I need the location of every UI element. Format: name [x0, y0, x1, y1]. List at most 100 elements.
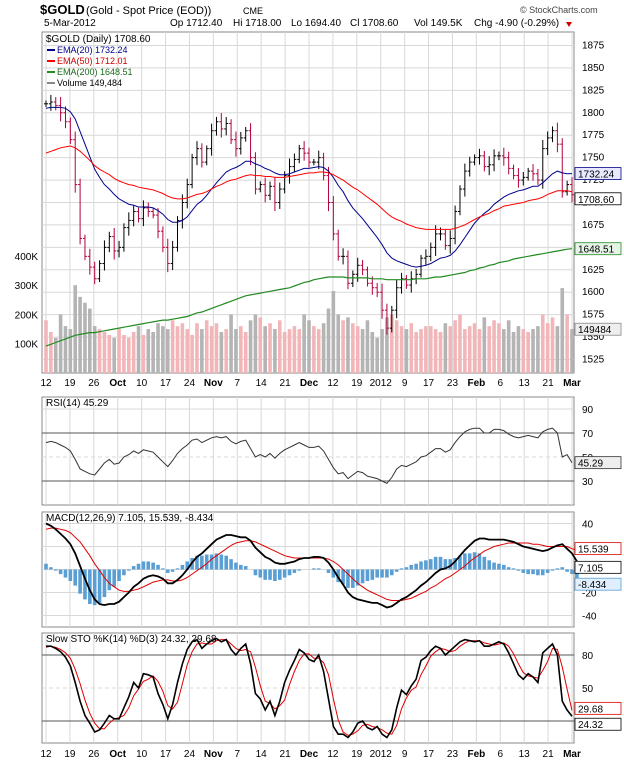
macd-histogram-bar	[209, 554, 214, 570]
sto-d-line	[45, 639, 573, 736]
price-tick-label: 1725	[582, 175, 605, 186]
volume-bar	[277, 320, 282, 373]
x-tick-label: 12	[40, 378, 52, 389]
volume-bar	[477, 329, 482, 373]
macd-histogram-bar	[214, 553, 219, 570]
macd-histogram-bar	[375, 569, 379, 578]
macd-histogram-bar	[341, 569, 345, 585]
volume-bar	[433, 329, 438, 373]
x-tick-label: 2012	[370, 749, 393, 760]
watermark: © StockCharts.com	[520, 5, 598, 15]
volume-bar	[394, 320, 399, 373]
volume-bar	[331, 291, 336, 373]
macd-hist-tag: -8.434	[578, 580, 607, 591]
x-tick-label: Feb	[467, 749, 485, 760]
volume-bar	[161, 326, 165, 373]
volume-bar	[360, 329, 365, 373]
price-tick-label: 1875	[582, 40, 605, 51]
macd-line	[45, 522, 578, 609]
volume-bar	[53, 337, 58, 373]
volume-bar	[141, 334, 146, 373]
macd-histogram-bar	[394, 569, 399, 572]
macd-histogram-bar	[117, 569, 121, 581]
volume-bar	[122, 334, 126, 373]
macd-histogram-bar	[458, 555, 462, 570]
volume-bar	[107, 334, 112, 373]
macd-histogram-bar	[331, 569, 336, 578]
macd-histogram-bar	[414, 563, 418, 570]
macd-histogram-bar	[409, 564, 414, 570]
volume-bar	[170, 320, 175, 373]
volume-bar	[375, 337, 379, 373]
panel-frame-rsi	[41, 396, 575, 506]
volume-bar	[102, 332, 107, 373]
legend-item: Volume 149,484	[57, 78, 122, 88]
volume-bar	[165, 329, 170, 373]
volume-bar	[88, 308, 92, 373]
x-tick-label: 9	[402, 749, 408, 760]
volume-bar	[355, 326, 360, 373]
volume-bar	[336, 314, 341, 373]
rsi-tick-label: 70	[582, 429, 594, 440]
macd-histogram-bar	[521, 569, 526, 573]
macd-histogram-bar	[570, 569, 574, 575]
sto-tick-label: 50	[582, 684, 594, 695]
macd-histogram-bar	[126, 569, 131, 571]
change-value: Chg -4.90 (-0.29%)	[474, 18, 559, 29]
volume-bar	[404, 329, 409, 373]
sto-k-line	[46, 637, 573, 739]
volume-bar	[341, 320, 345, 373]
volume-bar	[463, 329, 467, 373]
macd-histogram-bar	[161, 568, 165, 570]
macd-histogram-bar	[263, 569, 267, 580]
x-tick-label: 10	[136, 378, 148, 389]
rsi-line	[45, 427, 573, 485]
volume-bar	[175, 326, 180, 373]
low-value: Lo 1694.40	[291, 18, 341, 29]
macd-histogram-bar	[243, 566, 248, 570]
volume-bar	[467, 326, 472, 373]
volume-bar	[316, 329, 321, 373]
macd-histogram-bar	[424, 560, 428, 570]
volume-bar	[200, 329, 204, 373]
volume-bar	[414, 332, 418, 373]
macd-histogram-bar	[472, 552, 477, 570]
macd-histogram-bar	[287, 569, 292, 576]
sto-d-tag: 29.68	[578, 704, 603, 715]
x-tick-label: Mar	[563, 749, 581, 760]
macd-histogram-bar	[141, 561, 146, 570]
macd-histogram-bar	[68, 569, 73, 581]
macd-histogram-bar	[156, 564, 160, 570]
volume-bar	[83, 302, 87, 373]
x-tick-label: 13	[519, 378, 531, 389]
volume-tick-label: 300K	[15, 281, 39, 292]
x-tick-label: 17	[423, 378, 435, 389]
x-tick-label: 24	[184, 749, 196, 760]
volume-value-tag: 149484	[578, 325, 612, 336]
volume-bar	[49, 332, 53, 373]
price-tick-label: 1850	[582, 63, 605, 74]
macd-histogram-bar	[575, 569, 579, 581]
x-tick-label: 21	[543, 378, 555, 389]
x-tick-label: 14	[256, 749, 268, 760]
volume-bar	[492, 320, 496, 373]
price-tick-label: 1625	[582, 265, 605, 276]
volume-bar	[224, 329, 229, 373]
macd-histogram-bar	[385, 569, 389, 578]
macd-histogram-bar	[511, 568, 516, 570]
macd-histogram-bar	[180, 564, 185, 570]
ema20-line	[45, 106, 573, 268]
macd-signal-line	[45, 527, 582, 601]
macd-histogram-bar	[380, 569, 384, 578]
volume-bar	[253, 314, 258, 373]
macd-signal-tag: 15.539	[578, 545, 609, 556]
volume-bar	[58, 314, 63, 373]
macd-histogram-bar	[492, 562, 496, 570]
macd-histogram-bar	[44, 563, 48, 570]
macd-histogram-bar	[370, 569, 375, 580]
volume-bar	[326, 308, 331, 373]
ema20-value-tag: 1732.24	[578, 170, 615, 181]
rsi-tick-label: 90	[582, 405, 594, 416]
macd-histogram-bar	[389, 569, 394, 576]
macd-histogram-bar	[355, 569, 360, 586]
